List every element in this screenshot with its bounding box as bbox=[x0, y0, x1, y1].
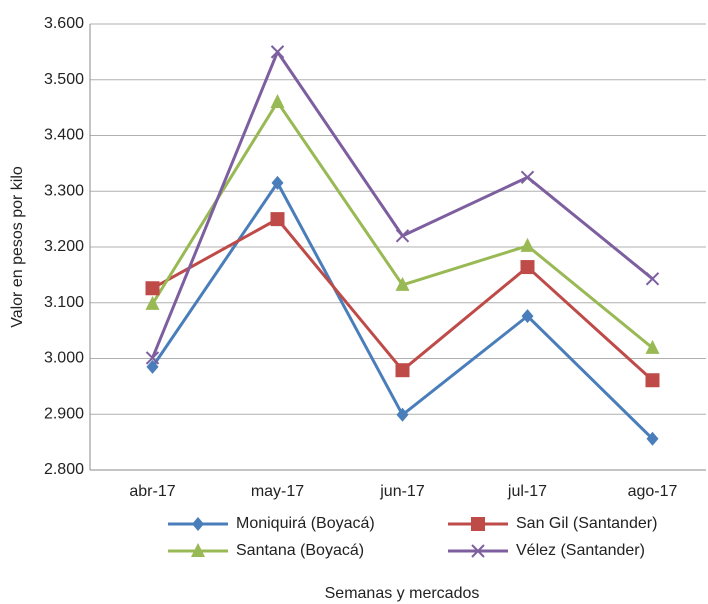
y-tick-label: 3.000 bbox=[44, 350, 84, 367]
data-point bbox=[646, 431, 659, 446]
data-point bbox=[271, 175, 284, 190]
y-tick-label: 2.900 bbox=[44, 405, 84, 422]
x-axis-label: Semanas y mercados bbox=[325, 585, 480, 602]
x-tick-label: abr-17 bbox=[129, 483, 175, 500]
legend-label: Vélez (Santander) bbox=[516, 542, 645, 559]
data-point bbox=[645, 373, 660, 388]
legend-label: Moniquirá (Boyacá) bbox=[236, 515, 375, 532]
data-point bbox=[520, 237, 535, 252]
data-point bbox=[270, 212, 285, 227]
legend-marker bbox=[191, 543, 205, 557]
x-tick-label: jun-17 bbox=[379, 483, 425, 500]
data-point bbox=[146, 359, 159, 374]
y-tick-label: 3.300 bbox=[44, 182, 84, 199]
legend-label: Santana (Boyacá) bbox=[236, 542, 364, 559]
data-point bbox=[145, 351, 160, 365]
data-point bbox=[395, 276, 410, 291]
data-point bbox=[520, 260, 535, 275]
legend-marker bbox=[471, 544, 485, 558]
data-point bbox=[645, 339, 660, 354]
y-tick-label: 3.600 bbox=[44, 15, 84, 32]
y-axis-label: Valor en pesos por kilo bbox=[9, 166, 26, 328]
y-tick-label: 2.800 bbox=[44, 461, 84, 478]
data-point bbox=[145, 295, 160, 310]
y-tick-label: 3.500 bbox=[44, 71, 84, 88]
legend-label: San Gil (Santander) bbox=[516, 515, 657, 532]
data-point bbox=[395, 363, 410, 378]
data-point bbox=[270, 94, 285, 109]
data-point bbox=[645, 272, 660, 286]
x-tick-label: may-17 bbox=[251, 483, 304, 500]
data-point bbox=[396, 407, 409, 422]
data-point bbox=[270, 45, 285, 59]
x-tick-label: ago-17 bbox=[628, 483, 678, 500]
data-point bbox=[145, 281, 160, 296]
y-tick-label: 3.100 bbox=[44, 294, 84, 311]
x-tick-label: jul-17 bbox=[507, 483, 547, 500]
data-point bbox=[521, 309, 534, 324]
legend-marker bbox=[471, 517, 485, 531]
y-tick-label: 3.400 bbox=[44, 127, 84, 144]
legend-marker bbox=[192, 517, 204, 531]
series-line bbox=[151, 217, 654, 382]
y-tick-label: 3.200 bbox=[44, 238, 84, 255]
data-point bbox=[520, 170, 535, 185]
data-point bbox=[395, 229, 410, 243]
